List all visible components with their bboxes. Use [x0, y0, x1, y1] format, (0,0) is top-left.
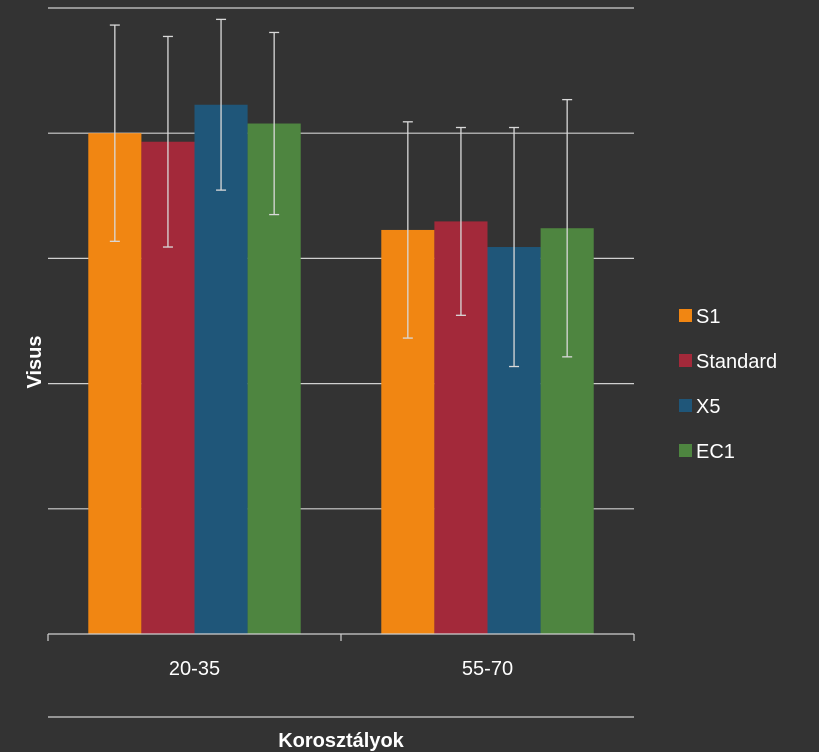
y-axis-title: Visus — [24, 336, 46, 389]
legend-swatch-x5 — [679, 399, 692, 412]
legend-label-x5: X5 — [696, 396, 720, 418]
legend-swatch-standard — [679, 354, 692, 367]
legend-swatch-ec1 — [679, 444, 692, 457]
legend-label-standard: Standard — [696, 351, 777, 373]
x-axis-title: Korosztályok — [278, 730, 404, 752]
legend-label-ec1: EC1 — [696, 441, 735, 463]
x-tick-label: 55-70 — [462, 658, 513, 680]
bars — [88, 104, 594, 635]
bar-x5-20-35 — [194, 104, 248, 634]
legend-label-s1: S1 — [696, 306, 720, 328]
legend: S1 Standard X5 EC1 — [679, 306, 777, 463]
legend-swatch-s1 — [679, 309, 692, 322]
x-axis: 20-35 55-70 — [47, 633, 635, 718]
error-bars — [109, 18, 573, 368]
x-tick-label: 20-35 — [169, 658, 220, 680]
